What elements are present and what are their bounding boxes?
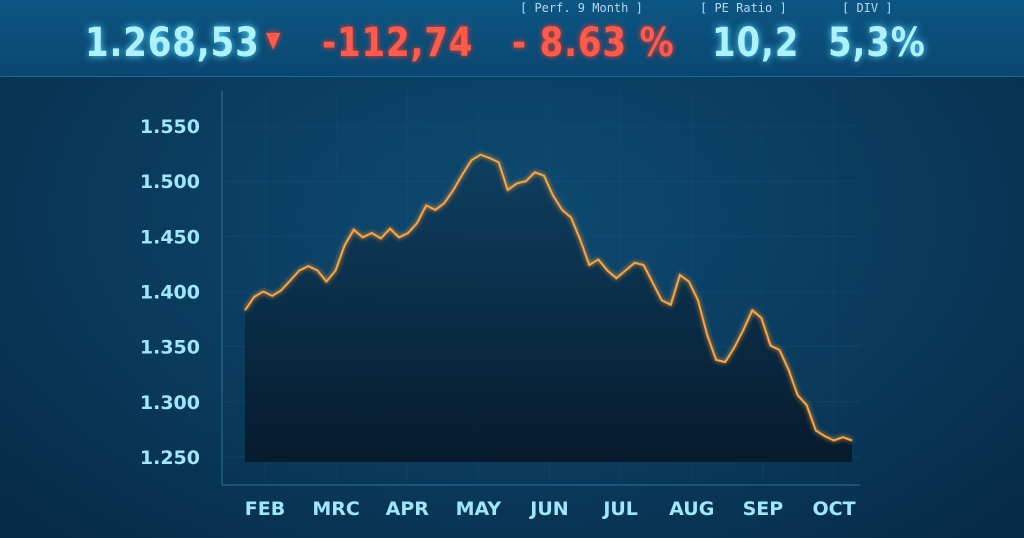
y-tick-label: 1.350 xyxy=(140,337,200,359)
x-tick-label: OCT xyxy=(812,498,855,520)
x-tick-label: MAY xyxy=(456,498,502,520)
pe-value: 10,2 xyxy=(712,20,800,66)
price-value: 1.268,53 xyxy=(85,20,260,66)
price-line xyxy=(244,153,853,442)
x-tick-label: JUL xyxy=(601,498,638,520)
area-fill xyxy=(245,154,852,462)
div-label: [ DIV ] xyxy=(842,1,893,15)
triangle-down-icon: ▼ xyxy=(266,28,282,53)
y-tick-label: 1.450 xyxy=(140,226,200,248)
y-tick-label: 1.400 xyxy=(140,282,200,304)
pe-label: [ PE Ratio ] xyxy=(700,1,787,15)
ticker-bar: 1.268,53 ▼ -112,74 [ Perf. 9 Month ] - 8… xyxy=(0,0,1024,77)
x-tick-label: AUG xyxy=(669,498,714,520)
x-tick-label: MRC xyxy=(312,498,359,520)
y-tick-label: 1.300 xyxy=(140,392,200,414)
div-value: 5,3% xyxy=(828,20,926,66)
x-tick-label: JUN xyxy=(528,498,568,520)
x-tick-label: APR xyxy=(386,498,430,520)
y-tick-label: 1.250 xyxy=(140,447,200,469)
y-tick-label: 1.550 xyxy=(140,116,200,138)
y-tick-label: 1.500 xyxy=(140,171,200,193)
perf-value: - 8.63 % xyxy=(512,20,675,66)
change-value: -112,74 xyxy=(322,20,474,66)
x-tick-label: FEB xyxy=(245,498,285,520)
x-tick-label: SEP xyxy=(743,498,784,520)
perf-label: [ Perf. 9 Month ] xyxy=(520,1,643,15)
